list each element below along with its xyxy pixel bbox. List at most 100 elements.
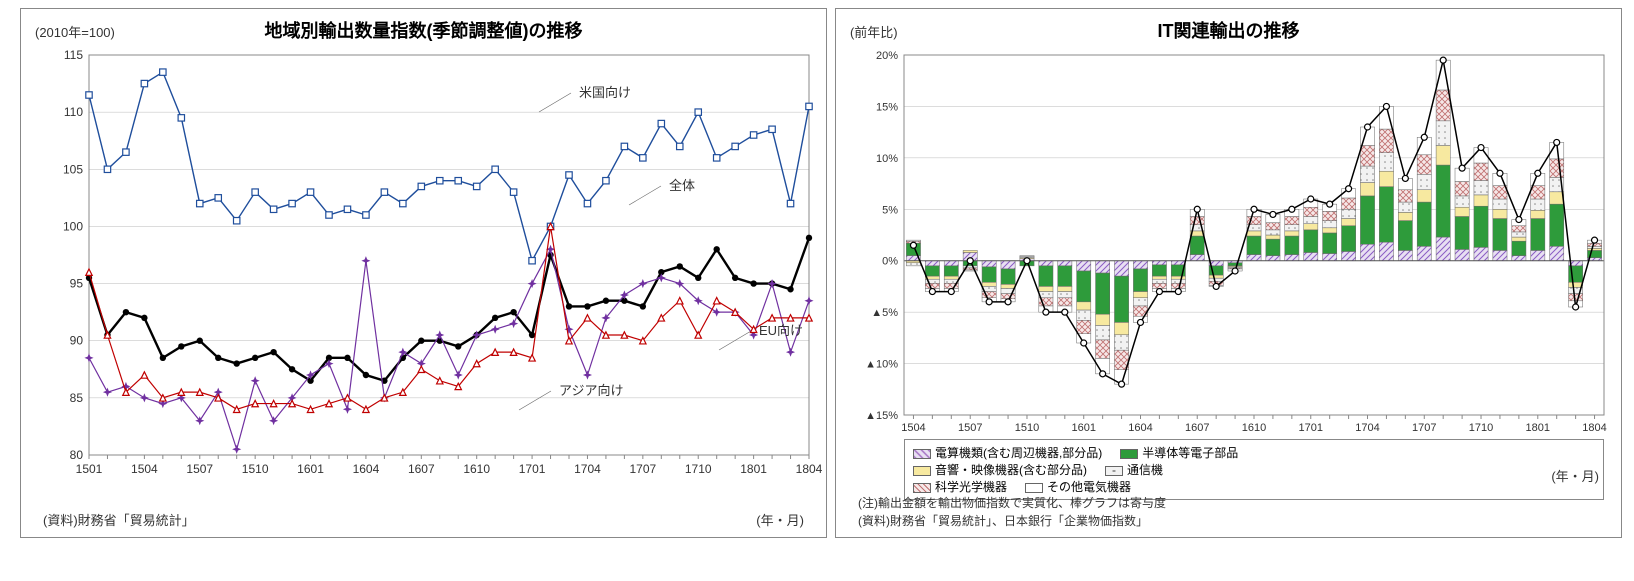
left-xlabel-note: (年・月)	[756, 510, 804, 529]
bar-segment	[1512, 237, 1526, 241]
svg-text:115: 115	[64, 48, 83, 62]
bar-segment	[1001, 269, 1015, 284]
bar-segment	[1323, 233, 1337, 254]
bar-segment	[1077, 320, 1091, 333]
svg-text:1710: 1710	[685, 462, 712, 476]
legend-item: 電算機類(含む周辺機器,部分品)	[913, 444, 1102, 461]
svg-text:1604: 1604	[1128, 422, 1152, 434]
series-EU向け	[86, 246, 812, 452]
bar-segment	[1493, 186, 1507, 199]
bar-segment	[1379, 153, 1393, 172]
svg-text:10%: 10%	[876, 153, 898, 165]
bar-segment	[1285, 225, 1299, 231]
bar-segment	[1247, 231, 1261, 236]
bar-segment	[1228, 263, 1242, 266]
bar-segment	[963, 250, 977, 252]
bar-segment	[1190, 216, 1204, 224]
bar-segment	[944, 276, 958, 279]
svg-text:1507: 1507	[958, 422, 982, 434]
series-label: 全体	[669, 178, 695, 193]
bar-segment	[1474, 195, 1488, 206]
bar-segment	[1455, 249, 1469, 260]
svg-text:1701: 1701	[1298, 422, 1322, 434]
bar-segment	[1133, 261, 1147, 269]
bar-segment	[1152, 283, 1166, 288]
legend-item: 通信機	[1105, 461, 1163, 478]
svg-text:1704: 1704	[574, 462, 601, 476]
svg-text:90: 90	[70, 334, 84, 348]
svg-text:1707: 1707	[1412, 422, 1436, 434]
bar-segment	[1077, 302, 1091, 310]
bar-segment	[1493, 199, 1507, 209]
bar-segment	[1455, 196, 1469, 207]
svg-text:100: 100	[63, 219, 83, 233]
bar-segment	[1266, 239, 1280, 255]
bar-segment	[1436, 121, 1450, 146]
bar-segment	[1190, 255, 1204, 261]
bar-segment	[1550, 159, 1564, 178]
svg-text:15%: 15%	[876, 101, 898, 113]
bar-segment	[1341, 198, 1355, 209]
bar-segment	[1058, 292, 1072, 298]
bar-segment	[1133, 292, 1147, 298]
bar-segment	[1304, 252, 1318, 260]
series-label: 米国向け	[579, 85, 631, 100]
legend-label: 音響・映像機器(含む部分品)	[935, 463, 1087, 477]
bar-segment	[1171, 279, 1185, 283]
series-label: アジア向け	[559, 383, 623, 398]
bar-segment	[1455, 216, 1469, 249]
legend-label: 通信機	[1127, 463, 1163, 477]
legend-item: 音響・映像機器(含む部分品)	[913, 461, 1087, 478]
bar-segment	[1398, 212, 1412, 220]
svg-text:1510: 1510	[242, 462, 269, 476]
svg-text:▲15%: ▲15%	[865, 410, 898, 422]
bar-segment	[1341, 226, 1355, 252]
svg-text:1704: 1704	[1355, 422, 1379, 434]
legend-item: 科学光学機器	[913, 478, 1007, 495]
bar-segment	[1323, 211, 1337, 220]
svg-text:1504: 1504	[131, 462, 158, 476]
svg-text:1801: 1801	[1526, 422, 1550, 434]
bar-segment	[1360, 244, 1374, 260]
legend-label: その他電気機器	[1047, 480, 1131, 494]
bar-segment	[925, 266, 939, 276]
bar-segment	[944, 266, 958, 276]
bar-segment	[1436, 146, 1450, 166]
bar-segment	[1190, 236, 1204, 255]
bar-segment	[1039, 261, 1053, 266]
bar-segment	[1096, 314, 1110, 325]
bar-segment	[1077, 271, 1091, 302]
bar-segment	[1360, 146, 1374, 167]
bar-segment	[1398, 202, 1412, 212]
bar-segment	[1436, 165, 1450, 237]
svg-text:1610: 1610	[463, 462, 490, 476]
bar-segment	[1398, 190, 1412, 202]
svg-text:1707: 1707	[629, 462, 656, 476]
bar-segment	[1171, 276, 1185, 279]
bar-segment	[1360, 166, 1374, 182]
bar-segment	[906, 240, 920, 241]
bar-segment	[1077, 261, 1091, 271]
bar-segment	[1001, 261, 1015, 269]
bar-segment	[1114, 322, 1128, 334]
legend-item: 半導体等電子部品	[1120, 444, 1238, 461]
svg-text:1507: 1507	[186, 462, 213, 476]
series-label: EU向け	[759, 323, 803, 338]
bar-segment	[1417, 202, 1431, 246]
left-plot-area: 8085909510010511011515011504150715101601…	[21, 9, 823, 495]
bar-segment	[1133, 269, 1147, 292]
bar-segment	[1209, 278, 1223, 281]
bar-segment	[1058, 298, 1072, 306]
svg-text:1601: 1601	[1071, 422, 1095, 434]
svg-text:20%: 20%	[876, 50, 898, 62]
right-legend: 電算機類(含む周辺機器,部分品) 半導体等電子部品音響・映像機器(含む部分品) 通信…	[904, 439, 1604, 500]
svg-text:85: 85	[70, 391, 84, 405]
it-export-chart: IT関連輸出の推移 (前年比) ▲15%▲10%▲5%0%5%10%15%20%…	[835, 8, 1622, 538]
right-plot-area: ▲15%▲10%▲5%0%5%10%15%20%1504150715101601…	[836, 9, 1618, 445]
bar-segment	[1360, 196, 1374, 244]
legend-label: 科学光学機器	[935, 480, 1007, 494]
bar-segment	[1379, 171, 1393, 186]
bar-segment	[1474, 180, 1488, 194]
legend-label: 電算機類(含む周辺機器,部分品)	[935, 446, 1102, 460]
bar-segment	[1379, 129, 1393, 153]
